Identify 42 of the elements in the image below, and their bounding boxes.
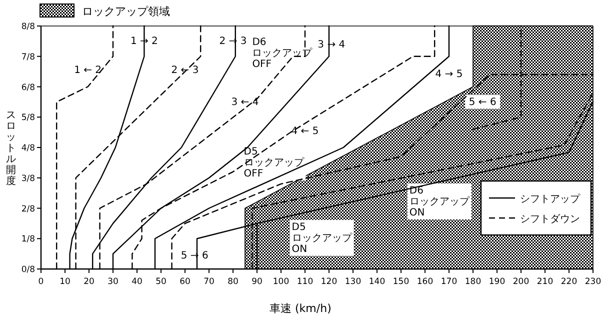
annotation: 4 → 5 bbox=[435, 68, 463, 80]
y-tick-label: 5/8 bbox=[21, 113, 35, 124]
x-tick-label: 90 bbox=[252, 277, 262, 287]
x-tick-label: 180 bbox=[464, 277, 482, 287]
x-tick-label: 100 bbox=[272, 277, 290, 287]
y-tick-label: 4/8 bbox=[21, 144, 35, 154]
x-tick-label: 120 bbox=[320, 277, 338, 287]
x-tick-label: 220 bbox=[560, 277, 578, 287]
x-tick-label: 40 bbox=[132, 277, 142, 287]
x-tick-label: 60 bbox=[180, 277, 190, 287]
y-tick-label: 8/8 bbox=[21, 22, 35, 32]
x-tick-label: 230 bbox=[584, 277, 602, 287]
legend-label: シフトアップ bbox=[520, 193, 581, 205]
x-tick-label: 150 bbox=[392, 277, 410, 287]
x-axis-title: 車速 (km/h) bbox=[270, 302, 332, 315]
x-tick-label: 0 bbox=[38, 277, 44, 287]
y-tick-label: 3/8 bbox=[21, 174, 35, 184]
y-tick-label: 0/8 bbox=[21, 265, 35, 275]
y-tick-label: 7/8 bbox=[21, 52, 35, 62]
y-tick-label: 2/8 bbox=[21, 204, 35, 214]
legend-label: シフトダウン bbox=[520, 213, 580, 225]
x-tick-label: 160 bbox=[416, 277, 434, 287]
x-tick-label: 20 bbox=[84, 277, 94, 287]
x-tick-label: 140 bbox=[368, 277, 386, 287]
y-tick-label: 6/8 bbox=[21, 82, 35, 93]
annotation: 5 ← 6 bbox=[468, 96, 496, 108]
x-tick-label: 200 bbox=[512, 277, 530, 287]
x-tick-label: 210 bbox=[536, 277, 554, 287]
x-tick-label: 110 bbox=[296, 277, 314, 287]
x-tick-label: 30 bbox=[108, 277, 118, 287]
x-tick-label: 190 bbox=[488, 277, 506, 287]
y-tick-label: 1/8 bbox=[21, 234, 35, 245]
legend-label: ロックアップ領域 bbox=[82, 5, 170, 18]
y-axis-title: スロットル開度 bbox=[6, 110, 16, 187]
x-tick-label: 70 bbox=[204, 277, 214, 287]
x-tick-label: 80 bbox=[228, 277, 238, 287]
annotation: 2 ← 3 bbox=[171, 65, 199, 76]
x-tick-label: 130 bbox=[344, 277, 362, 287]
x-tick-label: 10 bbox=[60, 277, 70, 287]
x-tick-label: 50 bbox=[156, 277, 166, 287]
x-tick-label: 170 bbox=[440, 277, 458, 287]
annotation: D5 ロックアップ ON bbox=[292, 222, 353, 255]
